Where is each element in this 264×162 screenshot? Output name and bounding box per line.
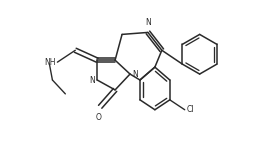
Text: Cl: Cl: [187, 105, 194, 114]
Text: O: O: [95, 113, 101, 122]
Text: NH: NH: [44, 58, 55, 67]
Text: N: N: [132, 69, 138, 79]
Text: N: N: [89, 75, 95, 85]
Text: N: N: [145, 18, 151, 28]
